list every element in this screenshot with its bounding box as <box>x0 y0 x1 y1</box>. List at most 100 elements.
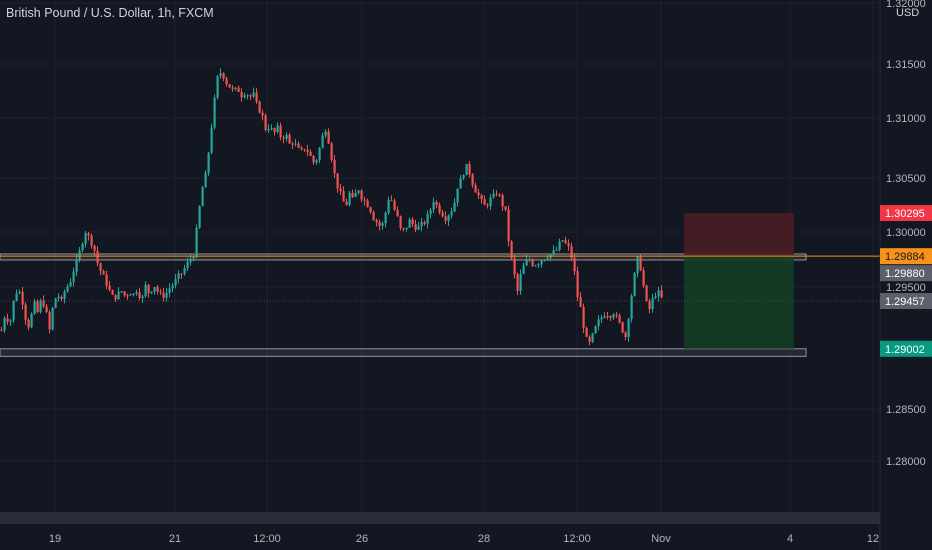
candle-body <box>216 76 219 98</box>
candle-body <box>162 292 165 298</box>
candle-body <box>540 260 543 265</box>
candle-body <box>348 192 351 206</box>
take-profit-zone[interactable] <box>684 256 794 349</box>
candle-body <box>624 332 627 338</box>
candle-body <box>270 128 273 130</box>
candle-body <box>33 301 36 314</box>
candle-body <box>234 87 237 89</box>
candle-body <box>93 245 96 251</box>
candle-body <box>306 150 309 153</box>
candle-body <box>351 192 354 198</box>
candle-body <box>498 194 501 196</box>
currency-label: USD <box>896 7 920 19</box>
candle-body <box>507 209 510 242</box>
candle-body <box>6 318 9 322</box>
time-tick-label: 21 <box>169 533 181 545</box>
resistance-zone <box>0 253 807 261</box>
candle-body <box>468 163 471 175</box>
candle-body <box>171 285 174 289</box>
time-tick-label: 12 <box>867 533 879 545</box>
candle-body <box>429 209 432 215</box>
candle-body <box>531 259 534 266</box>
candle-body <box>651 297 654 310</box>
candle-body <box>621 322 624 333</box>
price-tick-label: 1.28000 <box>886 456 926 468</box>
candle-body <box>318 148 321 161</box>
candle-body <box>12 300 15 321</box>
candle-body <box>618 315 621 323</box>
candle-body <box>123 291 126 296</box>
candle-body <box>381 223 384 226</box>
candle-body <box>156 286 159 292</box>
price-tick-label: 1.30500 <box>886 173 926 185</box>
candle-body <box>456 188 459 203</box>
candle-body <box>225 78 228 85</box>
candle-body <box>636 256 639 274</box>
candle-body <box>453 202 456 212</box>
candle-body <box>39 300 42 312</box>
candle-body <box>84 233 87 244</box>
stop-loss-zone[interactable] <box>684 213 794 257</box>
candle-body <box>606 316 609 318</box>
candle-body <box>537 264 540 266</box>
candle-body <box>108 285 111 291</box>
symbol-legend-title[interactable]: British Pound / U.S. Dollar, 1h, FXCM <box>6 6 214 20</box>
candle-body <box>252 92 255 97</box>
price-axis[interactable]: 1.32000 1.31500 1.31000 1.30500 1.30000 1.295… <box>886 0 926 468</box>
short-position-tool[interactable] <box>684 213 794 349</box>
candle-body <box>237 87 240 92</box>
candle-body <box>432 201 435 210</box>
candle-body <box>255 92 258 102</box>
candle-body <box>150 291 153 294</box>
candle-body <box>393 200 396 210</box>
price-tick-label: 1.29500 <box>886 282 926 294</box>
candle-body <box>291 143 294 145</box>
candle-body <box>27 319 30 328</box>
candle-body <box>522 265 525 274</box>
time-scrollbar[interactable] <box>0 512 880 524</box>
candle-body <box>258 101 261 113</box>
candle-body <box>69 282 72 287</box>
candle-body <box>195 227 198 258</box>
candle-body <box>345 201 348 206</box>
candle-body <box>279 125 282 138</box>
candle-body <box>66 286 69 292</box>
candle-body <box>189 258 192 262</box>
candle-body <box>513 258 516 275</box>
candle-body <box>642 270 645 286</box>
candle-body <box>609 316 612 318</box>
candle-body <box>495 193 498 195</box>
candle-body <box>450 211 453 216</box>
time-axis[interactable]: 19 21 12:00 26 28 12:00 Nov 4 12 <box>49 533 879 545</box>
candle-body <box>582 307 585 328</box>
candle-body <box>396 209 399 216</box>
price-badge-label: 1.30295 <box>885 208 925 220</box>
candle-body <box>96 250 99 264</box>
candle-body <box>369 207 372 213</box>
candle-body <box>81 243 84 251</box>
candle-body <box>390 199 393 201</box>
candle-body <box>312 155 315 163</box>
candle-body <box>198 206 201 228</box>
candle-body <box>339 188 342 192</box>
candle-body <box>462 175 465 179</box>
candle-body <box>633 273 636 296</box>
price-tick-label: 1.28500 <box>886 404 926 416</box>
candle-body <box>48 311 51 330</box>
price-badge-grey: 1.29880 <box>880 265 932 282</box>
candle-body <box>405 227 408 230</box>
candle-body <box>159 291 162 293</box>
time-tick-label: 19 <box>49 533 61 545</box>
candle-body <box>285 134 288 139</box>
candle-body <box>480 195 483 200</box>
candle-body <box>558 241 561 251</box>
candle-body <box>186 261 189 269</box>
candle-body <box>147 284 150 294</box>
candle-body <box>426 214 429 224</box>
candle-body <box>207 152 210 173</box>
candle-body <box>288 134 291 144</box>
time-tick-label: 28 <box>478 533 490 545</box>
candle-body <box>246 95 249 97</box>
candle-body <box>294 143 297 145</box>
